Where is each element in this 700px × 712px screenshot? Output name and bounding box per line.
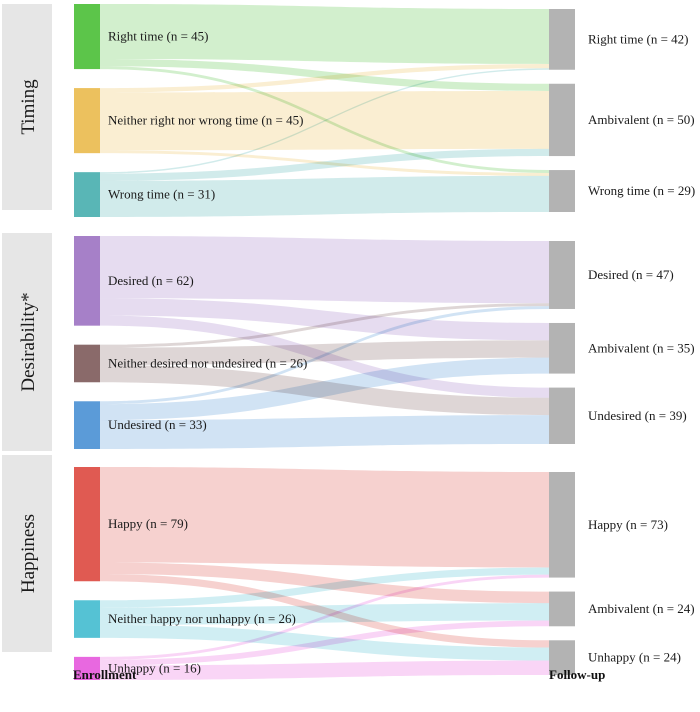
flow-rt-to-t_amb (100, 58, 549, 91)
flow-links (100, 4, 549, 680)
section-band-timing (2, 4, 52, 210)
flow-wt-to-t_amb (100, 148, 549, 181)
section-band-desirability (2, 233, 52, 451)
flow-ndu-to-t_amb2 (100, 340, 549, 365)
target-label-t_und: Undesired (n = 39) (588, 408, 687, 423)
source-node-ndu (74, 344, 100, 383)
target-node-t_und (549, 387, 575, 444)
enrollment-axis-label: Enrollment (73, 667, 137, 682)
flow-des-to-t_des (100, 236, 549, 304)
section-title-timing: Timing (18, 79, 39, 135)
source-node-nrw (74, 88, 100, 154)
target-label-t_amb: Ambivalent (n = 50) (588, 112, 695, 127)
flow-unh-to-t_amb3 (100, 620, 549, 666)
flow-ndu-to-t_des (100, 303, 549, 348)
section-title-desirability: Desirability* (18, 292, 39, 391)
target-node-t_amb (549, 83, 575, 157)
flow-wt-to-t_rt (100, 68, 549, 174)
flow-hap-to-t_hap (100, 467, 549, 568)
flow-hap-to-t_amb3 (100, 562, 549, 604)
target-label-t_amb3: Ambivalent (n = 24) (588, 601, 695, 616)
section-bands (2, 4, 52, 652)
flow-unh-to-t_unh (100, 660, 549, 680)
source-node-wt (74, 172, 100, 217)
flow-und-to-t_des (100, 306, 549, 405)
flow-des-to-t_amb2 (100, 298, 549, 341)
source-node-hap (74, 467, 100, 582)
labels: Timing Right time (n = 45) Neither right n… (18, 29, 695, 676)
target-label-t_hap: Happy (n = 73) (588, 517, 668, 532)
flow-nrw-to-t_rt (100, 63, 549, 93)
target-label-t_des: Desired (n = 47) (588, 267, 674, 282)
source-node-des (74, 236, 100, 326)
flow-nhu-to-t_amb3 (100, 603, 549, 625)
flow-unh-to-t_hap (100, 574, 549, 660)
source-label-unh: Unhappy (n = 16) (108, 660, 201, 675)
target-node-t_des (549, 241, 575, 309)
target-node-t_amb2 (549, 322, 575, 374)
flow-rt-to-t_rt (100, 4, 549, 64)
source-label-nrw: Neither right nor wrong time (n = 45) (108, 113, 303, 128)
target-label-t_unh: Unhappy (n = 24) (588, 650, 681, 665)
follow-up-axis-label: Follow-up (549, 667, 605, 682)
nodes (74, 4, 575, 680)
source-label-hap: Happy (n = 79) (108, 516, 188, 531)
target-node-t_rt (549, 9, 575, 70)
source-label-und: Undesired (n = 33) (108, 417, 207, 432)
source-node-nhu (74, 600, 100, 638)
flow-und-to-t_und (100, 415, 549, 449)
target-label-t_rt: Right time (n = 42) (588, 31, 689, 46)
section-band-happiness (2, 455, 52, 652)
source-label-des: Desired (n = 62) (108, 273, 194, 288)
section-title-happiness: Happiness (18, 514, 39, 593)
source-label-ndu: Neither desired nor undesired (n = 26) (108, 355, 307, 370)
source-node-und (74, 401, 100, 449)
target-label-t_wt: Wrong time (n = 29) (588, 183, 695, 198)
source-label-nhu: Neither happy nor unhappy (n = 26) (108, 611, 296, 626)
target-node-t_unh (549, 640, 575, 675)
source-label-wt: Wrong time (n = 31) (108, 187, 215, 202)
source-node-rt (74, 4, 100, 70)
flow-nhu-to-t_hap (100, 567, 549, 608)
target-label-t_amb2: Ambivalent (n = 35) (588, 340, 695, 355)
target-node-t_hap (549, 472, 575, 578)
source-label-rt: Right time (n = 45) (108, 29, 209, 44)
target-node-t_wt (549, 170, 575, 212)
flow-wt-to-t_wt (100, 175, 549, 217)
target-node-t_amb3 (549, 591, 575, 627)
flow-und-to-t_amb2 (100, 357, 549, 421)
source-node-unh (74, 656, 100, 680)
